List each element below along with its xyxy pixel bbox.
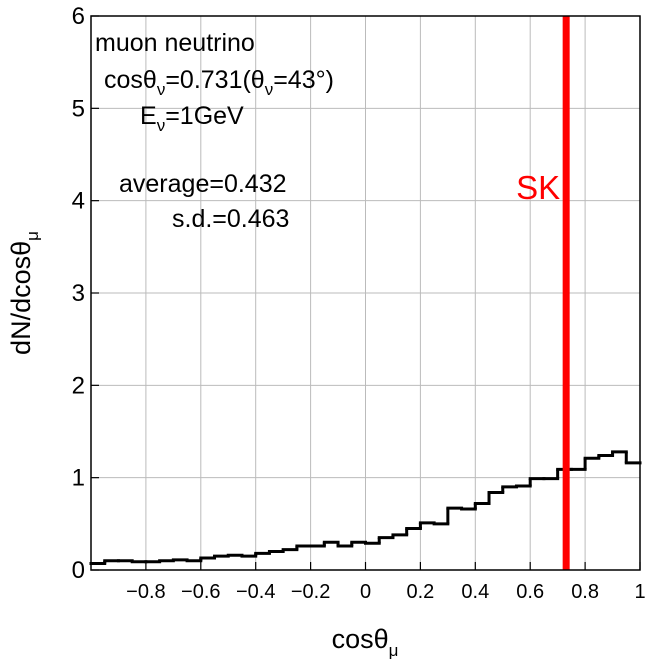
- annotation: cosθν=0.731(θν=43°): [104, 66, 334, 99]
- annotation: average=0.432: [119, 170, 287, 198]
- x-tick-label: −0.6: [181, 581, 220, 603]
- x-tick-label: 0.4: [461, 581, 489, 603]
- y-tick-label: 0: [72, 557, 85, 584]
- grid: [91, 15, 641, 571]
- annotation-part: cosθ: [104, 66, 157, 94]
- y-tick-label: 6: [72, 3, 85, 30]
- y-tick-label: 2: [72, 372, 85, 399]
- x-axis-label-sub: μ: [389, 641, 399, 660]
- annotation-part: E: [140, 102, 157, 130]
- marks: [89, 16, 642, 570]
- x-axis-label-main: cosθ: [332, 624, 389, 654]
- y-tick-label: 1: [72, 465, 85, 492]
- y-tick-label: 3: [72, 280, 85, 307]
- annotation-part: ν: [265, 80, 274, 99]
- x-tick-label: −0.4: [236, 581, 275, 603]
- x-tick-label: −0.8: [126, 581, 165, 603]
- y-axis-label-main: dN/dcosθ: [6, 241, 36, 355]
- annotation: Eν=1GeV: [140, 102, 244, 135]
- annotation-part: =43°): [273, 66, 334, 94]
- y-axis-label: dN/dcosθμ: [6, 231, 42, 355]
- sk-label: SK: [516, 169, 560, 206]
- annotation: s.d.=0.463: [172, 205, 289, 233]
- x-tick-label: −0.2: [291, 581, 330, 603]
- y-tick-label: 5: [72, 95, 85, 122]
- y-axis-label-sub: μ: [23, 231, 42, 241]
- x-tick-label: 1: [634, 581, 645, 603]
- plot-frame: [90, 15, 641, 571]
- x-tick-label: 0: [360, 581, 371, 603]
- x-tick-label: 0.6: [516, 581, 544, 603]
- annotation: muon neutrino: [95, 29, 255, 57]
- x-tick-label: 0.8: [571, 581, 599, 603]
- annotation-part: =0.731(θ: [165, 66, 264, 94]
- annotation-part: =1GeV: [165, 102, 244, 130]
- x-tick-label: 0.2: [406, 581, 434, 603]
- annotation-part: ν: [157, 116, 166, 135]
- annotation-part: ν: [157, 80, 166, 99]
- x-axis-label: cosθμ: [332, 624, 399, 660]
- y-tick-label: 4: [72, 188, 85, 215]
